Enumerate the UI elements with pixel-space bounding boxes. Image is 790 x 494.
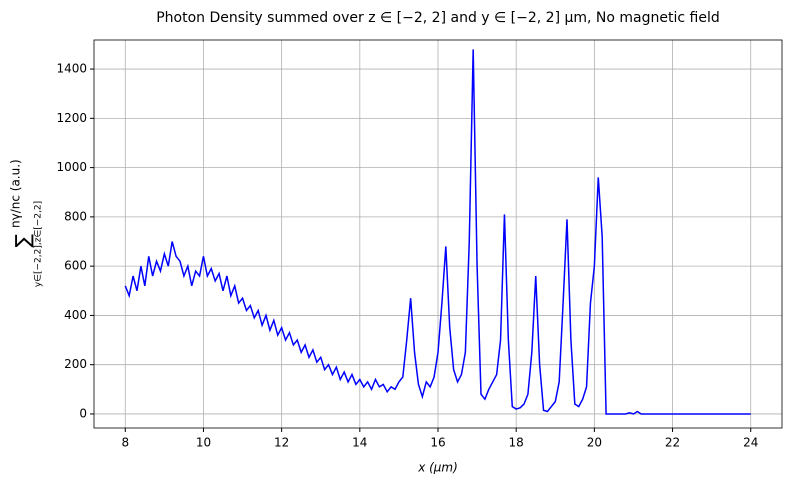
y-label-symbol: ∑ [11,233,35,247]
x-tick-label: 16 [430,436,445,450]
y-label-quantity: nγ/nc (a.u.) [9,159,23,228]
x-tick-label: 12 [274,436,289,450]
x-axis-label: x (μm) [417,461,458,475]
x-tick-label: 10 [196,436,211,450]
data-line [124,49,751,415]
x-tick-label: 18 [509,436,524,450]
y-tick-label: 400 [64,308,87,322]
y-tick-label: 0 [79,406,87,420]
plot-frame [93,39,783,429]
y-tick-label: 1000 [56,160,87,174]
x-tick-label: 20 [587,436,602,450]
y-tick-label: 600 [64,259,87,273]
y-label-range: y∈[−2,2],z∈[−2,2] [34,201,44,287]
y-tick-label: 200 [64,357,87,371]
y-axis-label: ∑ y∈[−2,2],z∈[−2,2] nγ/nc (a.u.) [9,159,44,287]
x-tick-label: 24 [743,436,758,450]
y-tick-label: 1400 [56,62,87,76]
x-tick-label: 8 [121,436,129,450]
chart-title: Photon Density summed over z ∈ [−2, 2] a… [156,10,720,26]
y-tick-label: 800 [64,209,87,223]
x-tick-label: 14 [352,436,367,450]
x-tick-label: 22 [665,436,680,450]
y-tick-label: 1200 [56,111,87,125]
